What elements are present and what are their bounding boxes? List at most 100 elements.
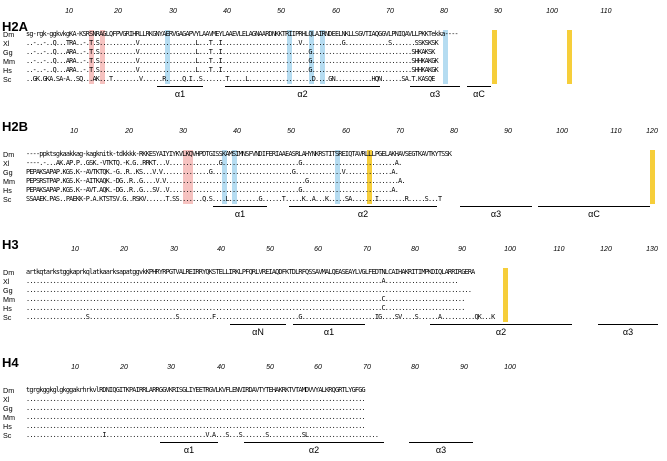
highlight-blue	[320, 30, 325, 84]
helix-bar	[410, 86, 460, 88]
helix-bar	[409, 442, 473, 444]
tick-label: 130	[646, 246, 658, 253]
helix-bar	[430, 324, 572, 326]
tick-label: 120	[646, 128, 658, 135]
helix-bar	[213, 206, 267, 208]
species-label: Xl	[3, 159, 10, 168]
helix-marker: α2	[244, 442, 384, 456]
sequence: ----.-...AK.AP.P..GSK.-VTKTQ.-K.G..RRKT.…	[26, 159, 402, 167]
h4-block: H4 10 20 30 40 50 60 70 80 90 100 Dm tgrg…	[0, 356, 667, 461]
tick-label: 40	[217, 246, 225, 253]
alignment-row: Gg......................................…	[0, 404, 667, 413]
highlight-pink	[183, 150, 193, 204]
helix-label: α3	[622, 327, 634, 337]
tick-label: 60	[314, 364, 322, 371]
tick-label: 30	[170, 246, 178, 253]
highlight-pink	[89, 30, 94, 84]
alignment-row: Xl......................................…	[0, 277, 667, 286]
helix-label: αC	[588, 209, 600, 219]
highlight-blue	[287, 30, 292, 84]
sequence: ..-..-..Q...ARA..-.T.S...........V......…	[26, 48, 435, 56]
tick-label: 110	[610, 128, 622, 135]
tick-label: 10	[71, 246, 79, 253]
helix-bar	[160, 442, 218, 444]
helix-marker: α2	[430, 324, 572, 338]
helix-label: α3	[429, 89, 441, 99]
sequence: ........................................…	[26, 404, 366, 412]
tick-label: 90	[458, 246, 466, 253]
species-label: Gg	[3, 404, 13, 413]
alignment-row: Dm tgrgkggkglgkggakrhrkvlRDNIQGITKPAIRRLA…	[0, 386, 667, 395]
tick-label: 100	[546, 8, 558, 15]
helix-marker: α3	[410, 86, 460, 100]
sequence: sg-rgk-ggkvkgKA-KSRSNRAGLQFPVGRIHRLLRKGN…	[26, 30, 459, 38]
h2b-block: H2B 10 20 30 40 50 60 70 80 90 100 110 1…	[0, 120, 667, 238]
helix-bar	[289, 206, 437, 208]
block-title: H3	[2, 237, 19, 252]
tick-label: 100	[556, 128, 568, 135]
tick-label: 60	[314, 246, 322, 253]
sequence: SSAAEK.PAS..PAEKK-P.A.KTSTSV.G..RSKV....…	[26, 195, 442, 203]
helix-bar	[293, 324, 365, 326]
sequence: PEPSRSTPAP.KGS.K--AITKAQK.-DG..R..G....V…	[26, 177, 405, 185]
sequence: artkqtarkstggkaprkqlatkaarksapatggvkKPHR…	[26, 268, 475, 276]
highlight-blue	[222, 150, 227, 204]
species-label: Dm	[3, 386, 15, 395]
alignment-row: Gg PEPAKSAPAP.KGS.K--AVTKTQK.-G..R..KS...…	[0, 168, 667, 177]
helix-marker: α3	[598, 324, 658, 338]
sequence: tgrgkggkglgkggakrhrkvlRDNIQGITKPAIRRLARR…	[26, 386, 366, 394]
sequence: ..................S.....................…	[26, 313, 495, 321]
species-label: Sc	[3, 431, 12, 440]
alignment-row: Xl......................................…	[0, 395, 667, 404]
helix-label: α2	[495, 327, 507, 337]
tick-label: 20	[125, 128, 133, 135]
highlight-blue	[232, 150, 237, 204]
tick-label: 20	[120, 246, 128, 253]
alignment-row: Gg ..-..-..Q...ARA..-.T.S...........V....…	[0, 48, 667, 57]
tick-label: 90	[460, 364, 468, 371]
tick-label: 100	[504, 246, 516, 253]
species-label: Mm	[3, 177, 15, 186]
tick-label: 50	[287, 128, 295, 135]
tick-label: 40	[217, 364, 225, 371]
alignment-row: Hs......................................…	[0, 304, 667, 313]
species-label: Sc	[3, 75, 12, 84]
helix-bar	[598, 324, 658, 326]
h2a-block: H2A 10 20 30 40 50 60 70 80 90 100 110 D…	[0, 0, 667, 118]
species-label: Dm	[3, 150, 15, 159]
sequence: PEPAKSAPAP.KGS.K--AVTKTQK.-G..R..KS...V.…	[26, 168, 399, 176]
tick-label: 20	[114, 8, 122, 15]
helix-marker: α2	[225, 86, 380, 100]
tick-label: 120	[600, 246, 612, 253]
tick-label: 90	[494, 8, 502, 15]
species-label: Dm	[3, 30, 15, 39]
alignment-row: Hs ..-..-..Q...ARA..-.T.S...........V....…	[0, 66, 667, 75]
helix-label: α1	[183, 445, 195, 455]
sequence: ........................................…	[26, 295, 465, 303]
species-label: Hs	[3, 186, 12, 195]
h3-block: H3 10 20 30 40 50 60 70 80 90 100 110 12…	[0, 238, 667, 356]
tick-label: 110	[600, 8, 612, 15]
helix-label: α1	[174, 89, 186, 99]
residue-ruler: 10 20 30 40 50 60 70 80 90 100	[0, 364, 667, 374]
alignment-row: Dm artkqtarkstggkaprkqlatkaarksapatggvkKP…	[0, 268, 667, 277]
helix-bar	[467, 86, 491, 88]
tick-label: 80	[411, 246, 419, 253]
tick-label: 40	[233, 128, 241, 135]
sequence: ........................................…	[26, 395, 366, 403]
alignment-row: Sc SSAAEK.PAS..PAEKK-P.A.KTSTSV.G..RSKV..…	[0, 195, 667, 204]
alignment-row: Sc ..................S...................…	[0, 313, 667, 322]
alignment-row: Mm......................................…	[0, 295, 667, 304]
species-label: Hs	[3, 422, 12, 431]
species-label: Gg	[3, 48, 13, 57]
helix-label: α3	[490, 209, 502, 219]
alignment-row: Mm......................................…	[0, 413, 667, 422]
tick-label: 70	[386, 8, 394, 15]
sequence: ----ppktsgkaakkag-kagknitk-tdkkkk-RKKESY…	[26, 150, 452, 158]
tick-label: 80	[450, 128, 458, 135]
sequence: ..-..-..Q...ARA..-.T.S...........V......…	[26, 66, 439, 74]
residue-ruler: 10 20 30 40 50 60 70 80 90 100 110	[0, 8, 667, 18]
tick-label: 10	[71, 364, 79, 371]
helix-bar	[225, 86, 380, 88]
sequence: PEPAKSAPAP.KGS.K--AVT.AQK.-DG..R..G...SV…	[26, 186, 399, 194]
